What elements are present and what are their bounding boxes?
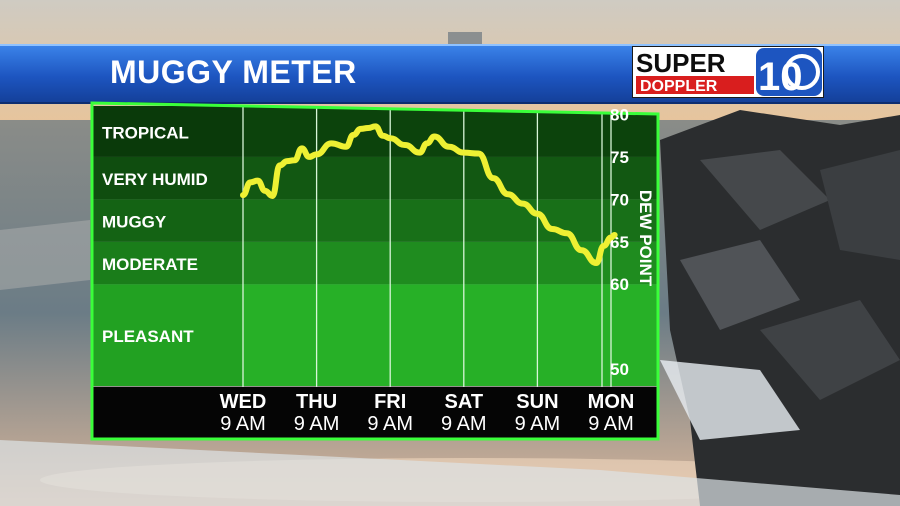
dew-point-line: [240, 123, 618, 266]
band-label: MUGGY: [102, 213, 167, 232]
x-tick-day: SUN: [516, 391, 558, 413]
band-label: VERY HUMID: [102, 170, 208, 189]
band-very-humid: [243, 156, 658, 200]
x-tick-time: 9 AM: [441, 413, 487, 435]
x-tick-day: SAT: [445, 391, 484, 413]
x-tick-time: 9 AM: [588, 413, 634, 435]
logo-doppler-text: DOPPLER: [640, 78, 718, 95]
x-tick-day: MON: [588, 391, 635, 413]
y-tick-label: 60: [610, 275, 629, 294]
band-label: TROPICAL: [102, 123, 189, 142]
y-tick-label: 70: [610, 190, 629, 209]
band-moderate: [243, 241, 658, 285]
x-tick-time: 9 AM: [294, 413, 340, 435]
x-tick-day: WED: [220, 391, 267, 413]
band-label: MODERATE: [102, 255, 198, 274]
station-logo: SUPER DOPPLER 10: [632, 46, 824, 98]
y-tick-label: 80: [610, 105, 629, 124]
band-muggy-label-cell: [92, 199, 243, 242]
page-title: MUGGY METER: [110, 54, 357, 90]
band-pleasant-label-cell: [92, 284, 243, 386]
wave-icon: [784, 54, 820, 90]
x-tick-time: 9 AM: [515, 413, 561, 435]
band-moderate-label-cell: [92, 241, 243, 285]
y-tick-label: 50: [610, 360, 629, 379]
x-tick-day: THU: [296, 391, 337, 413]
x-axis-bar: [92, 387, 658, 439]
logo-channel-number: 10: [758, 55, 803, 98]
y-axis-label: DEW POINT: [636, 190, 655, 287]
chart-border: [90, 101, 660, 441]
y-tick-label: 75: [610, 148, 629, 167]
x-tick-time: 9 AM: [367, 413, 413, 435]
band-tropical-label-cell: [92, 106, 243, 157]
band-label: PLEASANT: [102, 327, 194, 346]
x-tick-day: FRI: [374, 391, 406, 413]
band-pleasant: [243, 284, 658, 386]
band-muggy: [243, 199, 658, 242]
band-very-humid-label-cell: [92, 156, 243, 200]
x-tick-time: 9 AM: [220, 413, 266, 435]
logo-super-text: SUPER: [636, 48, 726, 78]
